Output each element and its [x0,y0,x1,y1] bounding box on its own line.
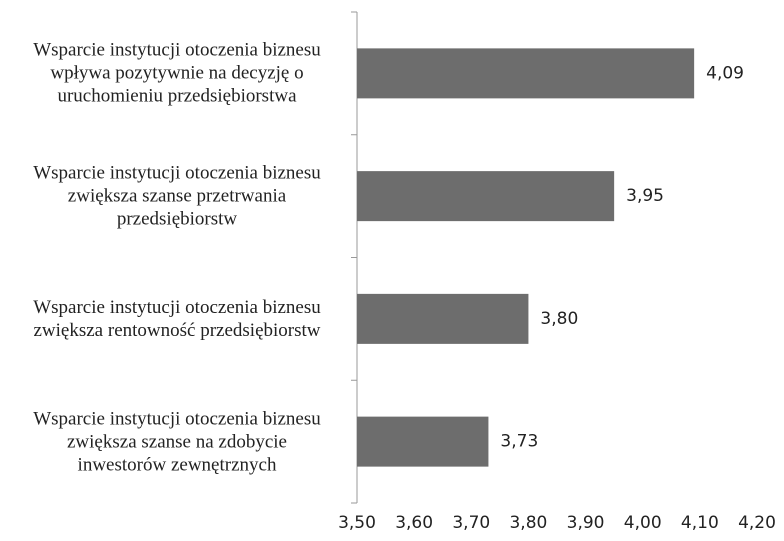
value-label: 4,09 [706,63,744,83]
x-tick-label: 3,60 [395,513,433,533]
bar [357,48,695,99]
category-label: Wsparcie instytucji otoczenia biznesu zw… [33,162,321,230]
x-tick-label: 3,80 [509,513,547,533]
value-label: 3,73 [500,432,538,452]
x-tick-label: 3,50 [338,513,376,533]
x-tick-label: 3,70 [452,513,490,533]
category-label: Wsparcie instytucji otoczenia biznesu wp… [33,39,321,107]
value-label: 3,95 [626,186,664,206]
category-label: Wsparcie instytucji otoczenia biznesu zw… [33,296,321,341]
value-label: 3,80 [540,309,578,329]
category-label: Wsparcie instytucji otoczenia biznesu zw… [33,408,321,476]
x-tick-label: 4,20 [738,513,776,533]
bar [357,416,489,467]
bar [357,293,529,344]
bar [357,171,615,222]
x-tick-label: 3,90 [567,513,605,533]
x-tick-label: 4,10 [681,513,719,533]
x-tick-label: 4,00 [624,513,662,533]
